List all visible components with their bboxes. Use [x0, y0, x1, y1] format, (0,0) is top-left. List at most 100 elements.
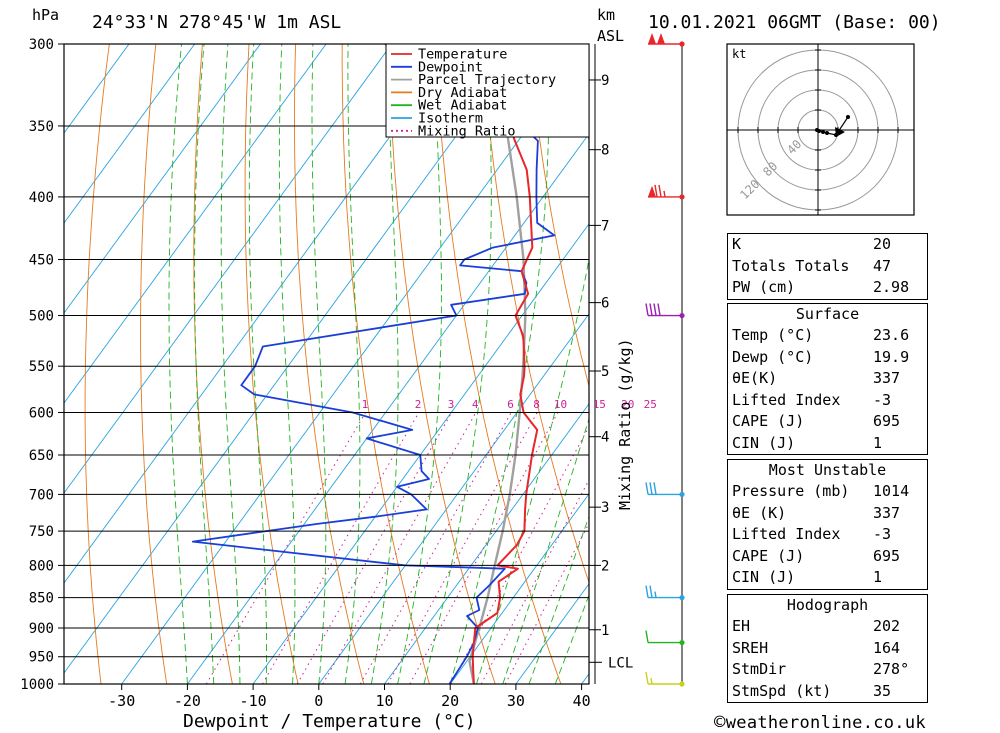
- height-tick-label: 8: [601, 143, 609, 159]
- mixing-ratio-line: [359, 412, 512, 684]
- mu-pressure-value: 1014: [873, 482, 910, 500]
- pressure-tick-label: 750: [29, 524, 54, 540]
- sreh-label: SREH: [732, 638, 769, 657]
- pressure-tick-label: 350: [29, 119, 54, 135]
- pressure-tick-label: 650: [29, 448, 54, 464]
- wind-barb-column: [645, 33, 685, 687]
- plot-frame: [63, 43, 590, 685]
- stmdir-value: 278°: [873, 660, 910, 678]
- isotherm-line: [384, 403, 589, 684]
- datetime-title: 10.01.2021 06GMT (Base: 00): [648, 12, 941, 33]
- dewpoint-line: [191, 44, 569, 684]
- surface-theta-label: θE(K): [732, 369, 778, 387]
- hodograph-point: [817, 129, 821, 133]
- mixing-ratio-label: 4: [472, 398, 479, 411]
- wind-barb-flag: [657, 303, 661, 316]
- isotherm-line: [64, 44, 196, 224]
- x-tick-label: -10: [240, 692, 267, 710]
- copyright-footer: ©weatheronline.co.uk: [714, 711, 926, 733]
- storm-motion-marker: [835, 127, 845, 137]
- wind-barb-half-flag: [650, 677, 653, 685]
- pressure-tick-label: 1000: [20, 677, 54, 693]
- stability-indices-table: K 20 Totals Totals 47 PW (cm) 2.98: [727, 233, 928, 300]
- hodograph-params-title: Hodograph: [786, 596, 869, 614]
- surface-theta-value: 337: [873, 369, 901, 387]
- mu-li-label: Lifted Index: [732, 525, 841, 543]
- x-tick-label: 20: [441, 692, 459, 710]
- isotherm-line: [64, 44, 393, 494]
- mixing-ratio-label: 8: [533, 398, 540, 411]
- surface-cape-label: CAPE (J): [732, 412, 805, 430]
- location-title: 24°33'N 278°45'W 1m ASL: [92, 12, 341, 33]
- surface-temp-value: 23.6: [873, 326, 910, 344]
- mixing-ratio-line: [409, 412, 559, 684]
- surface-temp-label: Temp (°C): [732, 326, 814, 344]
- wet-adiabat-line: [502, 417, 589, 684]
- isotherm-line: [318, 313, 589, 684]
- pressure-tick-label: 850: [29, 591, 54, 607]
- hodograph-point: [825, 131, 829, 135]
- wind-barb-flag: [658, 184, 662, 198]
- mixing-ratio-axis-title: Mixing Ratio (g/kg): [616, 338, 634, 510]
- x-tick-label: 40: [573, 692, 591, 710]
- height-tick-label: 4: [601, 430, 609, 446]
- wind-barb-flag: [645, 303, 649, 316]
- pressure-unit-label: hPa: [32, 6, 59, 24]
- hodograph-unit-label: kt: [732, 47, 746, 61]
- height-tick-label: 6: [601, 296, 609, 312]
- wet-adiabat-line: [476, 256, 589, 684]
- hodograph-point: [846, 115, 850, 119]
- pressure-tick-label: 800: [29, 558, 54, 574]
- mu-theta-value: 337: [873, 503, 901, 522]
- pressure-tick-label: 550: [29, 359, 54, 375]
- pressure-tick-label: 600: [29, 405, 54, 421]
- legend-item-label: Dewpoint: [418, 59, 483, 75]
- x-tick-label: 0: [314, 692, 323, 710]
- mixing-ratio-label: 15: [593, 398, 606, 411]
- isotherm-line: [64, 44, 261, 314]
- surface-dewp-label: Dewp (°C): [732, 347, 814, 366]
- wind-barb-flag: [649, 585, 653, 598]
- height-tick-label: 1: [601, 623, 609, 639]
- mu-li-value: -3: [873, 525, 892, 543]
- parcel-trajectory-line: [468, 44, 527, 684]
- pressure-tick-label: 500: [29, 309, 54, 325]
- wind-barb-flag: [645, 671, 649, 685]
- mixing-ratio-line: [322, 412, 477, 684]
- x-tick-label: 10: [375, 692, 393, 710]
- wind-barb-flag: [645, 585, 649, 598]
- height-tick-label: 5: [601, 364, 609, 380]
- legend-item-label: Wet Adiabat: [418, 98, 507, 114]
- pressure-tick-label: 900: [29, 621, 54, 637]
- wet-adiabat-line: [344, 44, 361, 684]
- wind-barb-flag: [653, 482, 657, 495]
- height-tick-label: 7: [601, 218, 609, 234]
- mu-cin-label: CIN (J): [732, 568, 796, 586]
- surface-dewp-value: 19.9: [873, 347, 910, 366]
- dry-adiabat-line: [140, 44, 168, 684]
- mixing-ratio-line: [296, 412, 453, 684]
- wind-barb-flag: [653, 303, 657, 316]
- pressure-tick-label: 400: [29, 190, 54, 206]
- pressure-tick-label: 300: [29, 37, 54, 53]
- legend-item-label: Dry Adiabat: [418, 85, 507, 101]
- k-index-value: 20: [873, 235, 892, 253]
- legend-item-label: Mixing Ratio: [418, 123, 516, 139]
- wind-barb-pennant: [648, 185, 656, 197]
- site-name: weatheronline.co.uk: [725, 713, 926, 733]
- dry-adiabat-line: [994, 44, 1000, 684]
- wind-barb-half-flag: [654, 591, 657, 598]
- mixing-ratio-label: 6: [507, 398, 514, 411]
- wet-adiabat-line: [311, 44, 327, 684]
- eh-value: 202: [873, 617, 901, 635]
- isotherm-line: [64, 44, 524, 674]
- mu-theta-label: θE (K): [732, 503, 787, 522]
- surface-cin-value: 1: [873, 433, 883, 452]
- mixing-ratio-label: 3: [448, 398, 455, 411]
- dry-adiabat-line: [84, 44, 110, 684]
- pressure-tick-label: 950: [29, 650, 54, 666]
- height-tick-label: 9: [601, 73, 609, 89]
- isotherm-line: [187, 133, 589, 684]
- wind-barb-flag: [649, 482, 653, 495]
- mixing-ratio-label: 1: [362, 398, 369, 411]
